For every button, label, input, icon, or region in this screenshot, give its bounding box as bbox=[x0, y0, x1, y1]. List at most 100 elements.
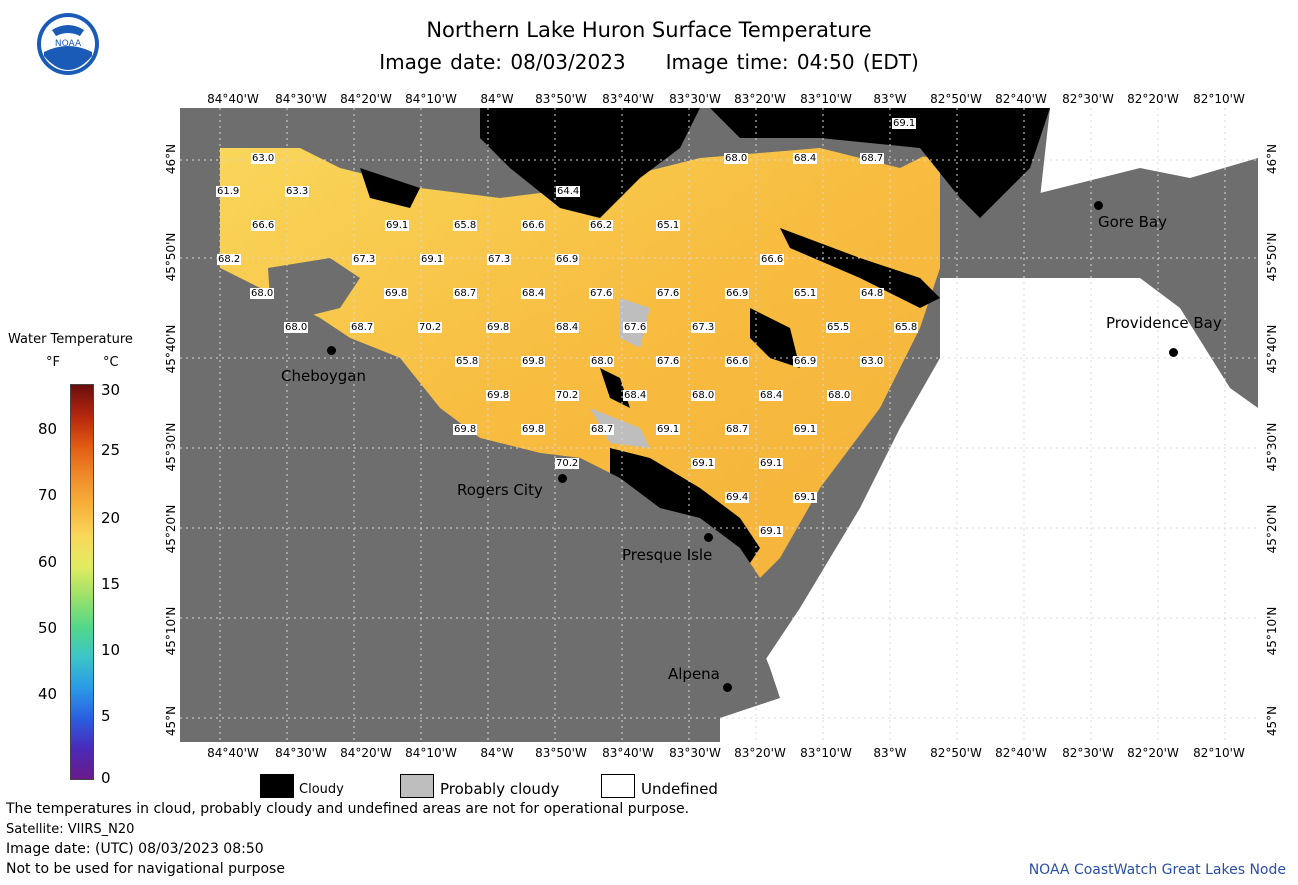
legend-tick-c: 25 bbox=[101, 441, 121, 459]
longitude-label: 84°20'W bbox=[340, 746, 392, 760]
temperature-reading: 63.3 bbox=[285, 186, 310, 197]
probably-cloudy-area bbox=[590, 408, 650, 448]
temperature-reading: 68.0 bbox=[691, 390, 716, 401]
legend-tick-f: 50 bbox=[38, 619, 58, 637]
longitude-label: 83°10'W bbox=[800, 92, 852, 106]
temperature-reading: 66.6 bbox=[725, 356, 750, 367]
temperature-reading: 68.0 bbox=[827, 390, 852, 401]
longitude-label: 82°30'W bbox=[1062, 92, 1114, 106]
cloud-area bbox=[780, 228, 940, 308]
legend-tick-f: 60 bbox=[38, 553, 58, 571]
key-swatch-probably-cloudy bbox=[400, 774, 434, 798]
legend-tick-c: 30 bbox=[101, 381, 121, 399]
undefined-area bbox=[720, 278, 1258, 742]
temperature-reading: 69.1 bbox=[759, 526, 784, 537]
longitude-label: 84°10'W bbox=[405, 746, 457, 760]
temperature-reading: 68.4 bbox=[623, 390, 648, 401]
temperature-reading: 67.6 bbox=[589, 288, 614, 299]
latitude-label: 45°50'N bbox=[1265, 232, 1279, 282]
legend-tick-c: 5 bbox=[101, 707, 111, 725]
temperature-reading: 68.4 bbox=[759, 390, 784, 401]
longitude-label: 83°20'W bbox=[734, 92, 786, 106]
temperature-reading: 63.0 bbox=[860, 356, 885, 367]
legend-tick-c: 20 bbox=[101, 509, 121, 527]
color-scale-bar bbox=[70, 384, 94, 780]
latitude-label: 45°10'N bbox=[164, 606, 178, 656]
legend-title: Water Temperature bbox=[8, 332, 133, 347]
legend-unit-f: °F bbox=[46, 355, 60, 370]
latitude-label: 45°N bbox=[164, 705, 178, 737]
longitude-label: 84°30'W bbox=[275, 92, 327, 106]
image-date: Image date: 08/03/2023 bbox=[379, 50, 626, 74]
temperature-reading: 67.3 bbox=[487, 254, 512, 265]
noaa-logo-text: NOAA bbox=[55, 39, 82, 49]
temperature-reading: 69.1 bbox=[793, 424, 818, 435]
longitude-label: 84°40'W bbox=[207, 746, 259, 760]
latitude-label: 45°50'N bbox=[164, 232, 178, 282]
temperature-reading: 68.7 bbox=[453, 288, 478, 299]
footer-utc-date: Image date: (UTC) 08/03/2023 08:50 bbox=[6, 841, 264, 857]
latitude-label: 46°N bbox=[164, 143, 178, 175]
city-label-presque-isle: Presque Isle bbox=[622, 546, 713, 564]
temperature-reading: 70.2 bbox=[418, 322, 443, 333]
temperature-reading: 68.4 bbox=[521, 288, 546, 299]
city-marker-presque-isle bbox=[704, 533, 713, 542]
temperature-reading: 68.7 bbox=[590, 424, 615, 435]
latitude-label: 46°N bbox=[1265, 143, 1279, 175]
longitude-label: 84°40'W bbox=[207, 92, 259, 106]
longitude-label: 82°30'W bbox=[1062, 746, 1114, 760]
longitude-label: 84°30'W bbox=[275, 746, 327, 760]
legend-tick-f: 40 bbox=[38, 685, 58, 703]
temperature-reading: 68.7 bbox=[725, 424, 750, 435]
longitude-label: 82°50'W bbox=[930, 92, 982, 106]
temperature-reading: 68.4 bbox=[793, 153, 818, 164]
legend-tick-c: 0 bbox=[101, 769, 111, 787]
city-label-rogers-city: Rogers City bbox=[457, 481, 543, 499]
latitude-label: 45°30'N bbox=[1265, 422, 1279, 472]
longitude-label: 82°40'W bbox=[995, 746, 1047, 760]
temperature-reading: 65.8 bbox=[455, 356, 480, 367]
longitude-label: 83°50'W bbox=[535, 92, 587, 106]
temperature-reading: 68.0 bbox=[284, 322, 309, 333]
legend-tick-c: 10 bbox=[101, 641, 121, 659]
temperature-reading: 65.1 bbox=[793, 288, 818, 299]
image-date-time: Image date: 08/03/2023 Image time: 04:50 … bbox=[0, 50, 1298, 74]
longitude-label: 82°40'W bbox=[995, 92, 1047, 106]
temperature-reading: 67.3 bbox=[352, 254, 377, 265]
temperature-reading: 69.1 bbox=[420, 254, 445, 265]
temperature-reading: 69.8 bbox=[521, 356, 546, 367]
temperature-reading: 67.6 bbox=[656, 288, 681, 299]
temperature-reading: 67.6 bbox=[656, 356, 681, 367]
temperature-reading: 68.0 bbox=[250, 288, 275, 299]
temperature-reading: 65.8 bbox=[453, 220, 478, 231]
longitude-label: 82°20'W bbox=[1127, 746, 1179, 760]
temperature-reading: 68.0 bbox=[590, 356, 615, 367]
temperature-reading: 63.0 bbox=[251, 153, 276, 164]
temperature-reading: 64.8 bbox=[860, 288, 885, 299]
footer-nav-warning: Not to be used for navigational purpose bbox=[6, 861, 285, 877]
temperature-reading: 66.2 bbox=[589, 220, 614, 231]
longitude-label: 83°W bbox=[873, 92, 907, 106]
temperature-reading: 68.2 bbox=[217, 254, 242, 265]
temperature-reading: 69.1 bbox=[385, 220, 410, 231]
longitude-label: 83°20'W bbox=[734, 746, 786, 760]
longitude-label: 83°10'W bbox=[800, 746, 852, 760]
latitude-label: 45°20'N bbox=[1265, 504, 1279, 554]
longitude-label: 82°10'W bbox=[1193, 746, 1245, 760]
page-title: Northern Lake Huron Surface Temperature bbox=[426, 18, 872, 42]
temperature-reading: 61.9 bbox=[216, 186, 241, 197]
temperature-reading: 66.9 bbox=[555, 254, 580, 265]
longitude-label: 82°50'W bbox=[930, 746, 982, 760]
legend-tick-f: 80 bbox=[38, 420, 58, 438]
temperature-reading: 69.1 bbox=[793, 492, 818, 503]
temperature-reading: 68.4 bbox=[555, 322, 580, 333]
footer-disclaimer: The temperatures in cloud, probably clou… bbox=[6, 801, 690, 817]
longitude-label: 82°10'W bbox=[1193, 92, 1245, 106]
key-label-undefined: Undefined bbox=[641, 780, 718, 798]
temperature-reading: 68.7 bbox=[860, 153, 885, 164]
latitude-label: 45°30'N bbox=[164, 422, 178, 472]
longitude-label: 83°30'W bbox=[669, 92, 721, 106]
cloud-area bbox=[750, 308, 800, 368]
latitude-label: 45°10'N bbox=[1265, 606, 1279, 656]
temperature-reading: 65.5 bbox=[826, 322, 851, 333]
